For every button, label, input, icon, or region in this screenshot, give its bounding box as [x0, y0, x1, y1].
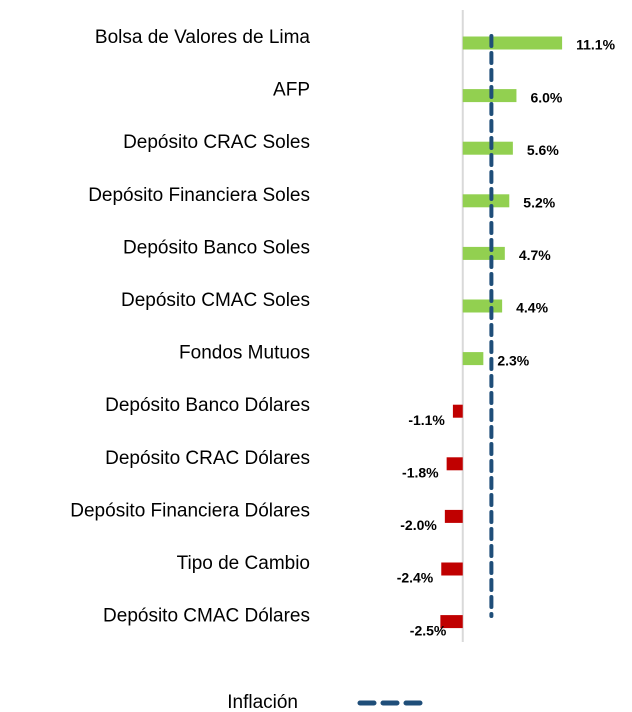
category-label: Depósito CRAC Dólares	[105, 448, 310, 469]
bar	[446, 457, 463, 471]
value-label: -1.1%	[408, 412, 445, 428]
value-label: 4.4%	[516, 300, 548, 316]
category-label: Bolsa de Valores de Lima	[95, 27, 311, 48]
value-label: -2.5%	[410, 622, 447, 638]
category-label: Depósito Financiera Soles	[88, 185, 310, 206]
category-label: Depósito CMAC Dólares	[103, 606, 310, 627]
value-label: -2.0%	[400, 517, 437, 533]
category-label: Tipo de Cambio	[177, 553, 310, 574]
category-label: AFP	[273, 80, 310, 101]
bar	[462, 246, 505, 260]
category-label: Depósito CMAC Soles	[121, 290, 310, 311]
category-label: Depósito Banco Soles	[123, 237, 310, 258]
bar	[462, 194, 510, 208]
bar	[452, 404, 463, 418]
bar	[462, 299, 503, 313]
value-label: 4.7%	[519, 247, 551, 263]
bar	[440, 615, 463, 629]
value-label: 11.1%	[576, 37, 615, 53]
bar	[462, 352, 484, 366]
value-label: 5.2%	[523, 195, 555, 211]
category-label: Fondos Mutuos	[179, 343, 310, 364]
bar	[462, 36, 563, 50]
value-label: 2.3%	[497, 352, 529, 368]
bar	[441, 562, 463, 576]
category-label: Depósito Banco Dólares	[105, 395, 310, 416]
value-label: -1.8%	[402, 465, 439, 481]
legend-label: Inflación	[227, 692, 298, 712]
value-label: 6.0%	[530, 89, 562, 105]
bar	[462, 141, 513, 155]
category-label: Depósito Financiera Dólares	[70, 500, 310, 521]
bar	[444, 509, 463, 523]
value-label: -2.4%	[397, 570, 434, 586]
value-label: 5.6%	[527, 142, 559, 158]
category-label: Depósito CRAC Soles	[123, 132, 310, 153]
